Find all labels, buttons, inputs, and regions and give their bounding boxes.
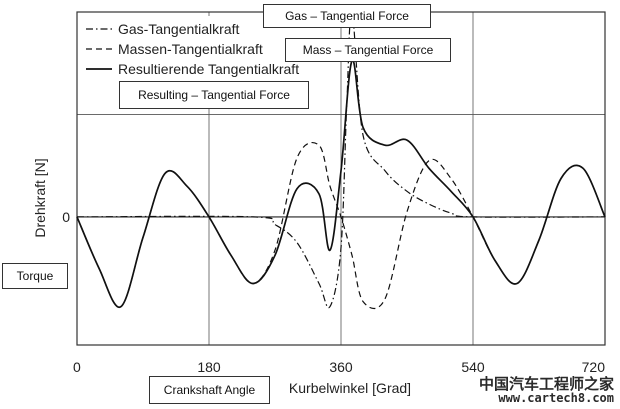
y-axis-title: Drehkraft [N] bbox=[32, 158, 48, 237]
x-tick-label: 360 bbox=[329, 359, 353, 375]
y-tick-label: 0 bbox=[62, 209, 70, 225]
series-lines bbox=[76, 11, 606, 310]
callout-gas-tangential-force: Gas – Tangential Force bbox=[263, 4, 431, 28]
callout-crankshaft-angle: Crankshaft Angle bbox=[149, 376, 270, 404]
series-line-dash-dot bbox=[76, 11, 606, 309]
watermark-text: 中国汽车工程师之家 bbox=[478, 374, 614, 393]
y-tick-labels: 0 bbox=[62, 209, 70, 225]
x-tick-label: 0 bbox=[73, 359, 81, 375]
series-line-solid bbox=[76, 59, 606, 308]
callout-torque: Torque bbox=[2, 263, 68, 289]
callout-resulting-tangential-force: Resulting – Tangential Force bbox=[119, 81, 309, 109]
watermark-url: www.cartech8.com bbox=[498, 391, 614, 406]
legend-label: Massen-Tangentialkraft bbox=[118, 41, 263, 57]
callout-mass-tangential-force: Mass – Tangential Force bbox=[285, 38, 451, 62]
legend-label: Gas-Tangentialkraft bbox=[118, 21, 240, 37]
x-tick-label: 540 bbox=[461, 359, 485, 375]
legend-label: Resultierende Tangentialkraft bbox=[118, 61, 299, 77]
series-line-dashed bbox=[76, 141, 606, 310]
x-tick-label: 180 bbox=[197, 359, 221, 375]
x-axis-title: Kurbelwinkel [Grad] bbox=[289, 380, 411, 396]
x-tick-labels: 0 180 360 540 720 bbox=[73, 359, 605, 375]
x-tick-label: 720 bbox=[582, 359, 606, 375]
watermark: 中国汽车工程师之家 www.cartech8.com bbox=[478, 374, 614, 406]
legend: Gas-Tangentialkraft Massen-Tangentialkraf… bbox=[86, 21, 299, 77]
